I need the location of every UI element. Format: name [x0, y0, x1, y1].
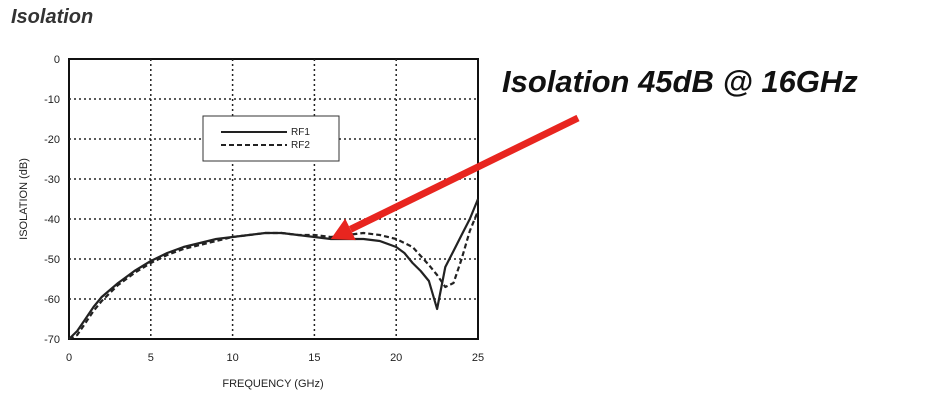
legend-box	[202, 115, 340, 162]
annotation-text: Isolation 45dB @ 16GHz	[502, 64, 858, 99]
y-tick-label: -20	[44, 134, 60, 146]
y-tick-label: -60	[44, 294, 60, 306]
x-axis-label: FREQUENCY (GHz)	[222, 378, 323, 390]
y-tick-label: -30	[44, 174, 60, 186]
series-lines	[68, 198, 480, 340]
y-tick-labels: 0 -10 -20 -30 -40 -50 -60 -70	[44, 54, 60, 346]
series-line-rf2	[68, 210, 480, 340]
y-tick-label: -70	[44, 334, 60, 346]
legend-label-rf1: RF1	[291, 127, 310, 138]
x-tick-label: 15	[308, 352, 320, 364]
y-tick-label: -10	[44, 94, 60, 106]
x-tick-labels: 0 5 10 15 20 25	[66, 352, 484, 364]
x-tick-label: 5	[148, 352, 154, 364]
chart-title: Isolation	[11, 6, 94, 28]
x-tick-label: 0	[66, 352, 72, 364]
x-tick-label: 10	[226, 352, 238, 364]
legend: RF1 RF2	[202, 115, 340, 162]
legend-label-rf2: RF2	[291, 140, 310, 151]
y-tick-label: -40	[44, 214, 60, 226]
arrow-head	[330, 218, 356, 241]
annotation-arrow	[330, 114, 580, 241]
y-tick-label: -50	[44, 254, 60, 266]
y-axis-label: ISOLATION (dB)	[18, 158, 30, 240]
y-tick-label: 0	[54, 54, 60, 66]
x-tick-label: 20	[390, 352, 402, 364]
arrow-shaft	[348, 114, 580, 233]
series-line-rf1	[68, 198, 480, 340]
x-tick-label: 25	[472, 352, 484, 364]
